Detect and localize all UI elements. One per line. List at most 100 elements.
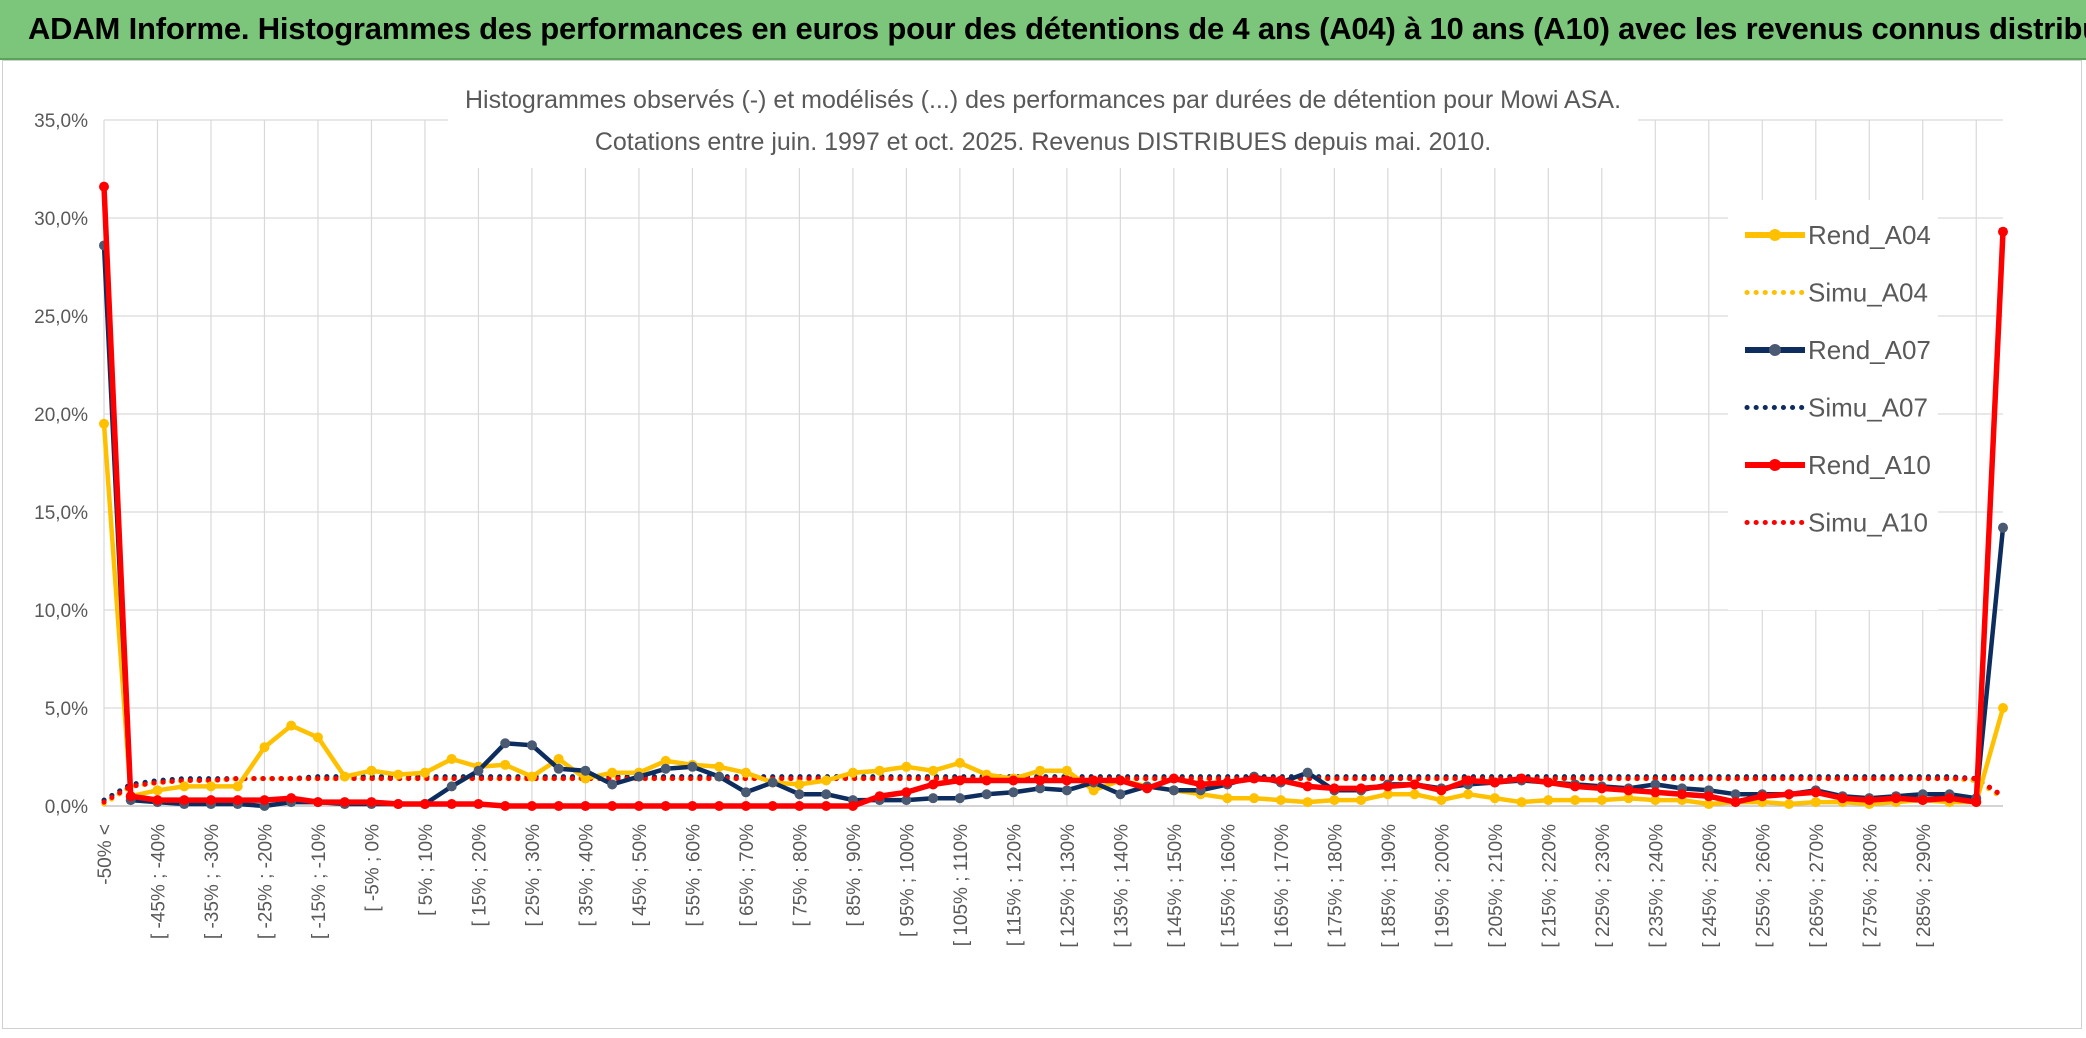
data-point-rend-a10 <box>366 797 377 808</box>
data-point-rend-a10 <box>1142 783 1153 794</box>
data-point-rend-a04 <box>286 720 297 731</box>
data-point-rend-a04 <box>1463 789 1474 800</box>
legend-background <box>1728 200 1938 610</box>
data-point-rend-a10 <box>1302 781 1313 792</box>
x-tick-label: [ 145% ; 150% <box>1165 824 1186 948</box>
data-point-rend-a04 <box>366 765 377 776</box>
data-point-rend-a04 <box>1088 785 1099 796</box>
x-tick-label: [ 135% ; 140% <box>1111 824 1132 948</box>
y-tick-label: 15,0% <box>34 503 88 524</box>
data-point-rend-a10 <box>1677 789 1688 800</box>
data-point-rend-a10 <box>1917 795 1928 806</box>
data-point-rend-a10 <box>1944 793 1955 804</box>
data-point-rend-a04 <box>901 761 912 772</box>
data-point-rend-a04 <box>99 418 109 429</box>
data-point-rend-a07 <box>821 789 832 800</box>
data-point-rend-a04 <box>1998 703 2008 713</box>
data-point-rend-a04 <box>1489 793 1500 804</box>
data-point-rend-a07 <box>1730 789 1741 800</box>
data-point-rend-a07 <box>1998 522 2008 533</box>
x-tick-label: [ -25% ; -20% <box>255 824 276 939</box>
data-point-rend-a10 <box>1810 787 1821 798</box>
data-point-rend-a07 <box>500 738 511 749</box>
data-point-rend-a04 <box>1356 795 1367 806</box>
legend-label: Rend_A10 <box>1808 450 1931 480</box>
legend-label: Simu_A07 <box>1808 393 1928 423</box>
data-point-rend-a07 <box>928 793 939 804</box>
data-point-rend-a10 <box>473 799 484 810</box>
data-point-rend-a04 <box>1275 795 1286 806</box>
legend-label: Rend_A04 <box>1808 220 1931 250</box>
data-point-rend-a07 <box>446 781 457 792</box>
data-point-rend-a10 <box>1249 773 1260 784</box>
chart-title: Histogrammes observés (-) et modélisés (… <box>465 86 1621 114</box>
data-point-rend-a10 <box>740 801 751 811</box>
x-tick-label: [ 255% ; 260% <box>1753 824 1774 948</box>
data-point-rend-a10 <box>1409 779 1420 790</box>
series-line-rend-a04 <box>101 423 2006 807</box>
data-point-rend-a10 <box>1650 787 1661 798</box>
data-point-rend-a10 <box>714 801 725 811</box>
data-point-rend-a04 <box>607 767 618 778</box>
x-tick-label: [ 265% ; 270% <box>1807 824 1828 948</box>
x-tick-label: -50% < <box>95 824 116 885</box>
chart-area: Histogrammes observés (-) et modélisés (… <box>0 60 2086 1033</box>
data-point-rend-a07 <box>954 793 965 804</box>
x-tick-label: [ 245% ; 250% <box>1700 824 1721 948</box>
x-tick-label: [ 275% ; 280% <box>1860 824 1881 948</box>
data-point-rend-a10 <box>1891 793 1902 804</box>
data-point-rend-a04 <box>874 765 885 776</box>
x-tick-label: [ 215% ; 220% <box>1539 824 1560 948</box>
x-axis: -50% < [ -45% ; -40% [ -35% ; -30% [ -25% ;… <box>95 805 2003 948</box>
x-tick-label: [ 285% ; 290% <box>1914 824 1935 948</box>
data-point-rend-a10 <box>1703 791 1714 802</box>
gridlines <box>103 119 2003 807</box>
x-tick-label: [ 175% ; 180% <box>1325 824 1346 948</box>
x-tick-label: [ 95% ; 100% <box>897 824 918 937</box>
data-point-rend-a10 <box>1864 795 1875 806</box>
data-point-rend-a04 <box>419 767 430 778</box>
data-point-rend-a07 <box>633 771 644 782</box>
x-tick-label: [ 125% ; 130% <box>1058 824 1079 948</box>
data-point-rend-a04 <box>580 773 591 784</box>
data-point-rend-a04 <box>954 757 965 768</box>
data-point-rend-a10 <box>1596 783 1607 794</box>
data-point-rend-a10 <box>259 795 270 806</box>
legend-label: Rend_A07 <box>1808 335 1931 365</box>
data-point-rend-a10 <box>1784 789 1795 800</box>
x-tick-label: [ 235% ; 240% <box>1646 824 1667 948</box>
data-point-rend-a10 <box>1543 777 1554 788</box>
x-tick-label: [ -45% ; -40% <box>148 824 169 939</box>
data-point-rend-a10 <box>1837 793 1848 804</box>
data-point-rend-a10 <box>660 801 671 811</box>
data-point-rend-a10 <box>1463 775 1474 786</box>
x-tick-label: [ -15% ; -10% <box>309 824 330 939</box>
data-point-rend-a10 <box>901 787 912 798</box>
data-point-rend-a07 <box>1302 767 1313 778</box>
data-point-rend-a04 <box>152 785 163 796</box>
data-point-rend-a07 <box>660 763 671 774</box>
series-line-rend-a07 <box>101 245 2006 809</box>
x-tick-label: [ 5% ; 10% <box>416 824 437 916</box>
data-point-rend-a07 <box>1168 785 1179 796</box>
x-tick-label: [ 15% ; 20% <box>469 824 490 927</box>
histogram-chart: Histogrammes observés (-) et modélisés (… <box>34 78 2008 948</box>
data-point-rend-a04 <box>1382 789 1393 800</box>
data-point-rend-a04 <box>1596 795 1607 806</box>
data-point-rend-a10 <box>1035 775 1046 786</box>
x-tick-label: [ 65% ; 70% <box>737 824 758 927</box>
data-point-rend-a10 <box>1008 775 1019 786</box>
data-point-rend-a10 <box>1436 785 1447 796</box>
data-point-rend-a10 <box>232 795 243 806</box>
data-point-rend-a10 <box>1998 226 2008 237</box>
data-point-rend-a04 <box>1035 765 1046 776</box>
data-point-rend-a10 <box>339 797 350 808</box>
data-point-rend-a10 <box>847 801 858 811</box>
x-tick-label: [ 45% ; 50% <box>630 824 651 927</box>
data-point-rend-a10 <box>1222 777 1233 788</box>
data-point-rend-a07 <box>687 761 698 772</box>
data-point-rend-a07 <box>714 771 725 782</box>
data-point-rend-a04 <box>1703 799 1714 810</box>
data-point-rend-a10 <box>1757 791 1768 802</box>
data-point-rend-a10 <box>1329 783 1340 794</box>
